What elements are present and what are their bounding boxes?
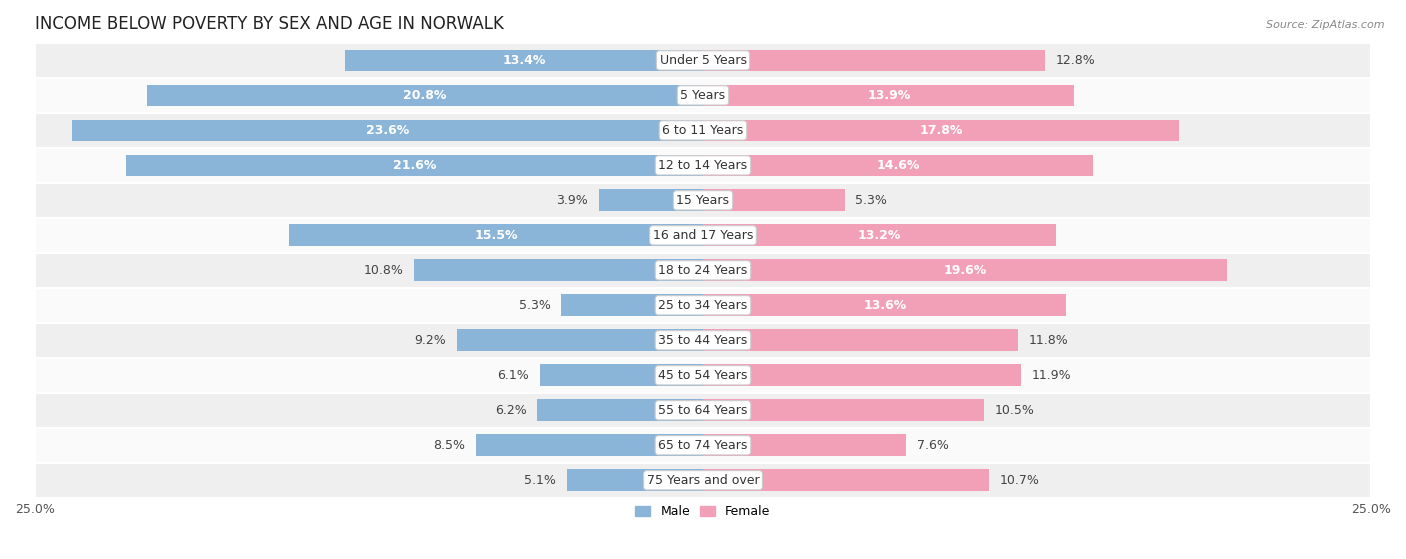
Bar xyxy=(35,253,1371,288)
Bar xyxy=(35,78,1371,113)
Text: 13.6%: 13.6% xyxy=(863,299,907,312)
Bar xyxy=(703,329,1018,351)
Text: 13.9%: 13.9% xyxy=(868,89,910,102)
Text: 3.9%: 3.9% xyxy=(557,194,588,207)
Bar xyxy=(703,470,988,491)
Bar xyxy=(148,84,703,106)
Text: 5.3%: 5.3% xyxy=(855,194,887,207)
Text: INCOME BELOW POVERTY BY SEX AND AGE IN NORWALK: INCOME BELOW POVERTY BY SEX AND AGE IN N… xyxy=(35,15,503,33)
Text: 14.6%: 14.6% xyxy=(876,159,920,172)
Bar xyxy=(703,400,984,421)
Bar xyxy=(703,120,1178,141)
Bar xyxy=(35,393,1371,428)
Bar xyxy=(703,225,1056,246)
Bar xyxy=(415,259,703,281)
Text: 5.1%: 5.1% xyxy=(524,474,555,487)
Bar xyxy=(35,288,1371,323)
Text: 11.8%: 11.8% xyxy=(1029,334,1069,347)
Text: 21.6%: 21.6% xyxy=(392,159,436,172)
Bar xyxy=(288,225,703,246)
Bar xyxy=(599,190,703,211)
Bar xyxy=(35,183,1371,218)
Bar xyxy=(703,259,1227,281)
Text: 19.6%: 19.6% xyxy=(943,264,987,277)
Text: 11.9%: 11.9% xyxy=(1032,369,1071,382)
Bar xyxy=(125,154,703,176)
Legend: Male, Female: Male, Female xyxy=(630,500,776,523)
Bar xyxy=(35,113,1371,148)
Text: 10.8%: 10.8% xyxy=(364,264,404,277)
Bar xyxy=(72,120,703,141)
Text: 8.5%: 8.5% xyxy=(433,439,465,452)
Bar xyxy=(703,364,1021,386)
Bar xyxy=(35,358,1371,393)
Bar xyxy=(35,43,1371,78)
Text: 6.1%: 6.1% xyxy=(498,369,529,382)
Text: 35 to 44 Years: 35 to 44 Years xyxy=(658,334,748,347)
Bar xyxy=(703,190,845,211)
Text: 6 to 11 Years: 6 to 11 Years xyxy=(662,124,744,137)
Bar xyxy=(703,154,1092,176)
Text: 6.2%: 6.2% xyxy=(495,404,527,417)
Bar xyxy=(457,329,703,351)
Bar xyxy=(703,50,1045,71)
Text: 55 to 64 Years: 55 to 64 Years xyxy=(658,404,748,417)
Bar xyxy=(561,295,703,316)
Text: 15 Years: 15 Years xyxy=(676,194,730,207)
Bar xyxy=(703,84,1074,106)
Text: Source: ZipAtlas.com: Source: ZipAtlas.com xyxy=(1267,20,1385,30)
Text: 13.2%: 13.2% xyxy=(858,229,901,242)
Text: 18 to 24 Years: 18 to 24 Years xyxy=(658,264,748,277)
Text: 7.6%: 7.6% xyxy=(917,439,949,452)
Text: 10.5%: 10.5% xyxy=(994,404,1035,417)
Text: 12.8%: 12.8% xyxy=(1056,54,1095,67)
Bar xyxy=(537,400,703,421)
Text: 20.8%: 20.8% xyxy=(404,89,447,102)
Text: 5 Years: 5 Years xyxy=(681,89,725,102)
Bar xyxy=(703,295,1066,316)
Text: 75 Years and over: 75 Years and over xyxy=(647,474,759,487)
Bar xyxy=(567,470,703,491)
Text: 17.8%: 17.8% xyxy=(920,124,963,137)
Bar xyxy=(703,434,905,456)
Text: 65 to 74 Years: 65 to 74 Years xyxy=(658,439,748,452)
Text: 12 to 14 Years: 12 to 14 Years xyxy=(658,159,748,172)
Bar xyxy=(35,148,1371,183)
Bar xyxy=(344,50,703,71)
Bar xyxy=(35,463,1371,498)
Text: 45 to 54 Years: 45 to 54 Years xyxy=(658,369,748,382)
Text: 23.6%: 23.6% xyxy=(366,124,409,137)
Text: Under 5 Years: Under 5 Years xyxy=(659,54,747,67)
Text: 13.4%: 13.4% xyxy=(502,54,546,67)
Text: 10.7%: 10.7% xyxy=(1000,474,1039,487)
Text: 15.5%: 15.5% xyxy=(474,229,517,242)
Text: 9.2%: 9.2% xyxy=(415,334,447,347)
Bar xyxy=(35,218,1371,253)
Bar xyxy=(35,323,1371,358)
Bar xyxy=(540,364,703,386)
Bar xyxy=(475,434,703,456)
Bar xyxy=(35,428,1371,463)
Text: 5.3%: 5.3% xyxy=(519,299,551,312)
Text: 25 to 34 Years: 25 to 34 Years xyxy=(658,299,748,312)
Text: 16 and 17 Years: 16 and 17 Years xyxy=(652,229,754,242)
